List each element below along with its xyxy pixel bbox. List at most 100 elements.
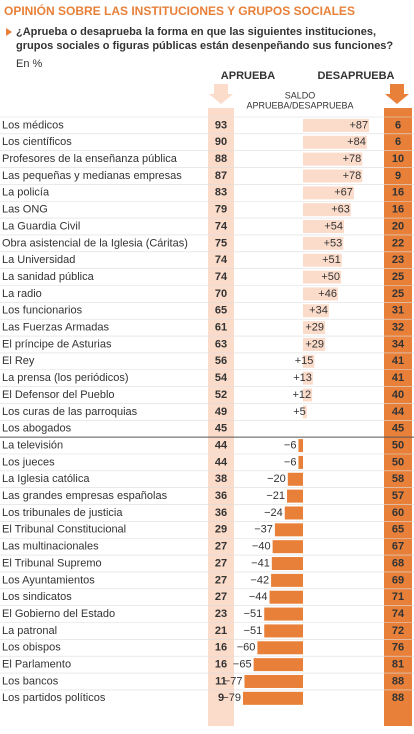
aprueba-value: 74	[215, 220, 228, 232]
aprueba-value: 44	[215, 456, 228, 468]
aprueba-value: 63	[215, 338, 227, 350]
aprueba-value: 52	[215, 389, 227, 401]
desaprueba-value: 81	[392, 659, 404, 671]
saldo-label: −60	[237, 642, 256, 654]
aprueba-value: 9	[218, 692, 224, 704]
row-name: Las Fuerzas Armadas	[2, 322, 109, 334]
saldo-label: +15	[295, 355, 314, 367]
aprueba-value: 36	[215, 507, 227, 519]
aprueba-column	[208, 108, 234, 726]
row-name: La patronal	[2, 625, 57, 637]
saldo-bar	[244, 674, 303, 688]
saldo-bar	[303, 236, 344, 250]
desaprueba-value: 6	[395, 136, 401, 148]
desaprueba-value: 69	[392, 574, 404, 586]
arrow	[209, 84, 233, 104]
saldo-bar	[287, 472, 303, 486]
row-name: Los Ayuntamientos	[2, 574, 95, 586]
row-name: Los abogados	[2, 423, 72, 435]
aprueba-value: 23	[215, 608, 227, 620]
aprueba-value: 29	[215, 524, 227, 536]
row-name: La sanidad pública	[2, 271, 95, 283]
saldo-bar	[271, 573, 303, 587]
row-name: La radio	[2, 288, 42, 300]
saldo-bar	[257, 641, 303, 655]
saldo-label: −21	[266, 490, 285, 502]
saldo-bar	[303, 388, 313, 402]
bullet	[6, 28, 12, 36]
desaprueba-value: 41	[392, 372, 404, 384]
saldo-label: +87	[349, 119, 368, 131]
aprueba-value: 74	[215, 271, 228, 283]
aprueba-value: 70	[215, 288, 227, 300]
saldo-bar	[303, 304, 329, 318]
saldo-label: +84	[347, 136, 366, 148]
desaprueba-value: 16	[392, 187, 404, 199]
saldo-bar	[303, 371, 313, 385]
desaprueba-value: 60	[392, 507, 404, 519]
saldo-label: −40	[252, 541, 271, 553]
saldo-label: +46	[318, 288, 337, 300]
desaprueba-value: 44	[392, 406, 405, 418]
row-name: Los jueces	[2, 456, 55, 468]
saldo-bar	[271, 557, 303, 571]
row-name: La televisión	[2, 439, 63, 451]
saldo-label: +34	[309, 305, 328, 317]
aprueba-value: 27	[215, 574, 227, 586]
desaprueba-value: 88	[392, 675, 404, 687]
row-name: El Tribunal Supremo	[2, 557, 102, 569]
saldo-label: −6	[284, 456, 297, 468]
row-name: La Iglesia católica	[2, 473, 90, 485]
saldo-label: +13	[293, 372, 312, 384]
row-name: Los tribunales de justicia	[2, 507, 123, 519]
desaprueba-value: 9	[395, 170, 401, 182]
row-name: La Universidad	[2, 254, 75, 266]
aprueba-value: 16	[215, 642, 227, 654]
aprueba-value: 61	[215, 322, 227, 334]
row-name: El Rey	[2, 355, 35, 367]
desaprueba-value: 50	[392, 439, 404, 451]
row-name: La Guardia Civil	[2, 220, 80, 232]
aprueba-value: 90	[215, 136, 227, 148]
desaprueba-value: 58	[392, 473, 404, 485]
saldo-bar	[298, 455, 303, 469]
saldo-label: +67	[334, 187, 353, 199]
row-name: Profesores de la enseñanza pública	[2, 153, 178, 165]
desaprueba-value: 25	[392, 271, 404, 283]
aprueba-value: 49	[215, 406, 227, 418]
row-name: Los bancos	[2, 675, 59, 687]
saldo-bar	[303, 118, 370, 132]
saldo-bar	[242, 691, 303, 705]
aprueba-value: 21	[215, 625, 227, 637]
desaprueba-value: 88	[392, 692, 404, 704]
row-name: Las grandes empresas españolas	[2, 490, 168, 502]
desaprueba-value: 32	[392, 322, 404, 334]
row-name: La prensa (los periódicos)	[2, 372, 129, 384]
saldo-bar	[298, 439, 303, 453]
header-saldo: SALDO	[285, 90, 316, 100]
saldo-bar	[303, 169, 363, 183]
row-name: Las multinacionales	[2, 541, 99, 553]
aprueba-value: 27	[215, 591, 227, 603]
saldo-label: −42	[250, 574, 269, 586]
row-name: Los sindicatos	[2, 591, 72, 603]
row-name: El príncipe de Asturias	[2, 338, 112, 350]
desaprueba-value: 68	[392, 557, 404, 569]
saldo-bar	[303, 337, 326, 351]
desaprueba-value: 20	[392, 220, 404, 232]
desaprueba-value: 72	[392, 625, 404, 637]
saldo-bar	[303, 321, 326, 335]
saldo-bar	[303, 405, 307, 419]
aprueba-value: 16	[215, 659, 227, 671]
aprueba-value: 27	[215, 541, 227, 553]
saldo-label: −51	[244, 625, 263, 637]
header-aprueba: APRUEBA	[221, 70, 275, 82]
saldo-label: −24	[264, 507, 283, 519]
saldo-label: +78	[343, 170, 362, 182]
saldo-bar	[303, 287, 338, 301]
aprueba-value: 56	[215, 355, 227, 367]
arrow	[385, 84, 409, 104]
aprueba-value: 38	[215, 473, 227, 485]
saldo-label: −20	[267, 473, 286, 485]
